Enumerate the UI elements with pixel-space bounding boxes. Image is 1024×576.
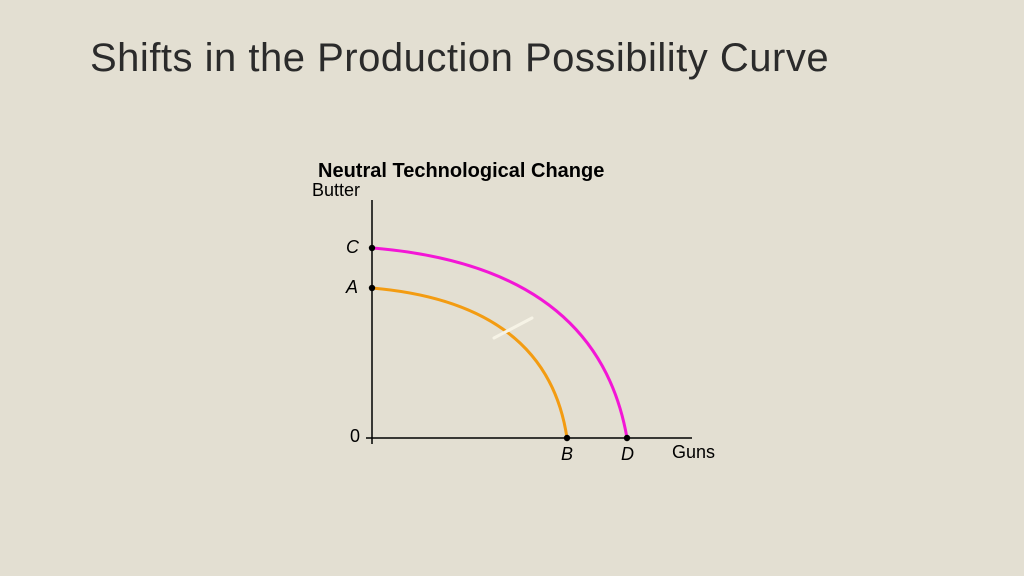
curve-endpoint	[369, 285, 375, 291]
point-label-a: A	[346, 277, 358, 298]
point-label-d: D	[621, 444, 634, 465]
curve-endpoint	[564, 435, 570, 441]
ppc-chart	[0, 0, 1024, 576]
ppc-curve-outer	[372, 248, 627, 438]
point-label-c: C	[346, 237, 359, 258]
curve-endpoint	[369, 245, 375, 251]
x-axis-label: Guns	[672, 442, 715, 463]
curve-endpoint	[624, 435, 630, 441]
y-axis-label: Butter	[312, 180, 360, 201]
origin-label: 0	[350, 426, 360, 447]
slide: Shifts in the Production Possibility Cur…	[0, 0, 1024, 576]
ppc-curve-inner	[372, 288, 567, 438]
point-label-b: B	[561, 444, 573, 465]
